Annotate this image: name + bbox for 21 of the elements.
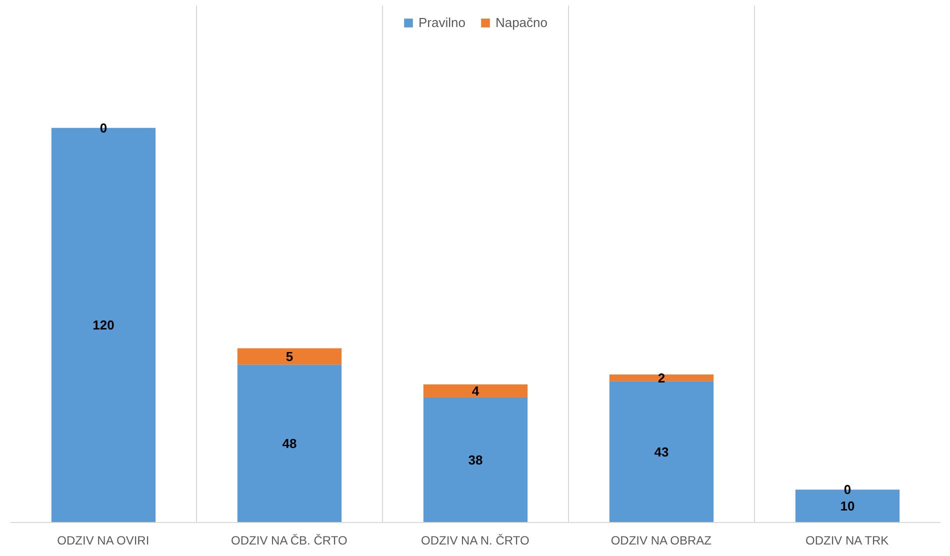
x-tick-label: ODZIV NA TRK bbox=[805, 534, 889, 548]
x-tick-label: ODZIV NA ČB. ČRTO bbox=[231, 534, 348, 548]
data-label: 2 bbox=[658, 370, 666, 386]
data-label: 120 bbox=[92, 318, 114, 333]
x-tick-label: ODZIV NA N. ČRTO bbox=[421, 534, 530, 548]
x-tick-label: ODZIV NA OBRAZ bbox=[610, 534, 712, 548]
data-label: 10 bbox=[840, 498, 855, 514]
data-label: 4 bbox=[472, 383, 480, 398]
bar bbox=[237, 364, 342, 522]
bar bbox=[609, 374, 714, 382]
data-label: 5 bbox=[286, 348, 294, 364]
x-tick-label: ODZIV NA OVIRI bbox=[57, 534, 150, 548]
bar bbox=[609, 381, 714, 522]
legend-label: Pravilno bbox=[418, 15, 466, 30]
data-label: 43 bbox=[654, 444, 669, 460]
bar bbox=[423, 398, 528, 522]
bar bbox=[423, 384, 528, 398]
data-label: 48 bbox=[282, 436, 297, 452]
bar bbox=[237, 348, 342, 365]
legend-label: Napačno bbox=[495, 15, 548, 30]
data-label: 38 bbox=[468, 452, 483, 468]
